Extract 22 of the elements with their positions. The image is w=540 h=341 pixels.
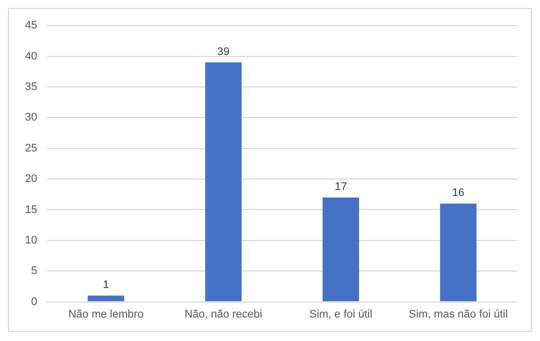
x-tick-label: Não, não recebi — [184, 308, 262, 320]
data-label: 39 — [217, 46, 230, 58]
y-tick-label: 20 — [24, 173, 38, 186]
y-tick-label: 15 — [24, 204, 38, 216]
x-tick-label: Não me lembro — [68, 308, 144, 320]
y-tick-label: 10 — [24, 234, 38, 246]
y-tick-label: 45 — [24, 20, 38, 32]
y-tick-label: 0 — [31, 296, 38, 308]
bar — [205, 62, 242, 302]
data-label: 17 — [334, 180, 347, 193]
x-tick-label: Sim, mas não foi útil — [408, 308, 508, 320]
y-tick-label: 35 — [24, 81, 38, 94]
y-tick-label: 40 — [24, 50, 38, 62]
x-tick-label: Sim, e foi útil — [309, 308, 372, 320]
bar — [322, 197, 360, 302]
data-label: 1 — [102, 279, 110, 292]
bar — [440, 204, 476, 302]
y-tick-label: 30 — [24, 112, 38, 124]
y-tick-label: 5 — [31, 265, 38, 278]
y-tick-label: 25 — [24, 142, 38, 154]
data-label: 16 — [452, 187, 464, 200]
bar — [88, 296, 124, 302]
